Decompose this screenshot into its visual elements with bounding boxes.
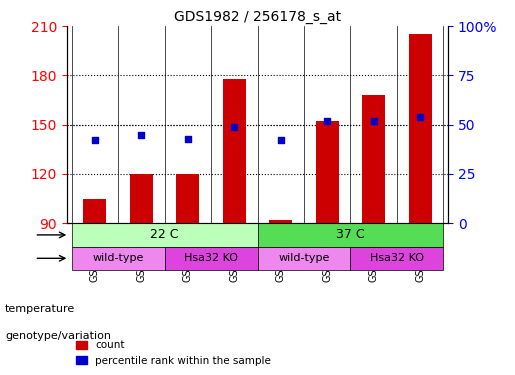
Point (230, 124, 238, 130)
Point (137, 132, 145, 138)
Text: wild-type: wild-type (278, 253, 330, 263)
Legend: count, percentile rank within the sample: count, percentile rank within the sample (72, 336, 275, 370)
Bar (316, 122, 339, 223)
Bar (130, 174, 153, 223)
Point (416, 114, 424, 120)
Point (91, 138, 99, 144)
Text: Hsa32 KO: Hsa32 KO (184, 253, 238, 263)
FancyBboxPatch shape (350, 247, 443, 270)
Bar (222, 79, 246, 223)
Text: temperature: temperature (5, 304, 75, 314)
Bar (176, 174, 199, 223)
FancyBboxPatch shape (165, 247, 258, 270)
Point (323, 118, 331, 124)
Text: 22 C: 22 C (150, 228, 179, 242)
Point (277, 138, 285, 144)
Text: Hsa32 KO: Hsa32 KO (370, 253, 424, 263)
FancyBboxPatch shape (72, 223, 258, 247)
Text: genotype/variation: genotype/variation (5, 331, 111, 340)
Bar (83, 199, 107, 223)
Bar (269, 220, 293, 223)
Point (184, 135, 192, 141)
Bar (362, 95, 385, 223)
FancyBboxPatch shape (258, 247, 350, 270)
Text: wild-type: wild-type (92, 253, 144, 263)
Text: 37 C: 37 C (336, 228, 365, 242)
Point (370, 118, 378, 124)
FancyBboxPatch shape (72, 247, 165, 270)
Bar (408, 34, 432, 223)
FancyBboxPatch shape (258, 223, 443, 247)
Title: GDS1982 / 256178_s_at: GDS1982 / 256178_s_at (174, 10, 341, 24)
